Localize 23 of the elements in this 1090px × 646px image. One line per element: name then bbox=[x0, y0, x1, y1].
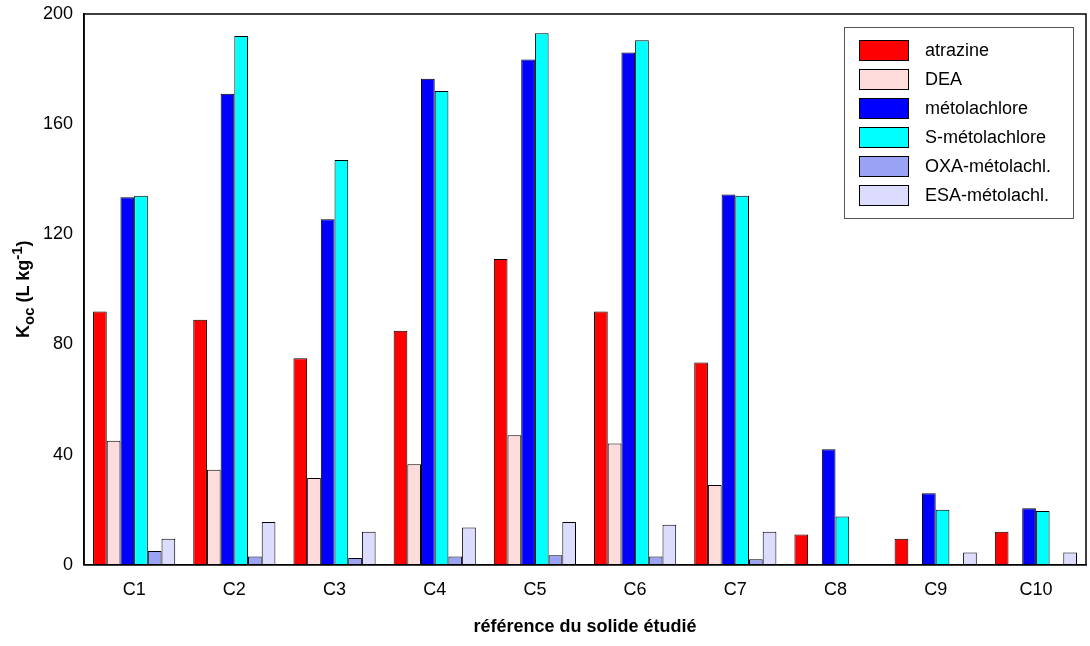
x-tick-label: C7 bbox=[723, 578, 747, 599]
legend-label: S-métolachlore bbox=[925, 127, 1047, 148]
legend-label: DEA bbox=[925, 69, 963, 90]
x-tick-label: C5 bbox=[523, 578, 547, 599]
legend-label: ESA-métolachl. bbox=[925, 185, 1050, 206]
legend-label: atrazine bbox=[925, 40, 990, 61]
x-tick-label: C10 bbox=[1019, 578, 1053, 599]
x-tick-label: C8 bbox=[824, 578, 848, 599]
x-tick-label: C9 bbox=[924, 578, 948, 599]
y-tick-label: 200 bbox=[42, 2, 74, 23]
legend-label: métolachlore bbox=[925, 98, 1029, 119]
x-tick-label: C6 bbox=[623, 578, 647, 599]
y-tick-label: 80 bbox=[53, 333, 74, 354]
y-tick-label: 120 bbox=[42, 223, 74, 244]
y-tick-label: 40 bbox=[53, 443, 74, 464]
y-tick-label: 160 bbox=[42, 113, 74, 134]
legend-label: OXA-métolachl. bbox=[925, 156, 1052, 177]
y-tick-label: 0 bbox=[63, 553, 74, 574]
x-axis-title: référence du solide étudié bbox=[473, 616, 697, 637]
x-tick-label: C1 bbox=[122, 578, 146, 599]
x-tick-label: C3 bbox=[323, 578, 347, 599]
x-tick-label: C4 bbox=[423, 578, 447, 599]
x-tick-label: C2 bbox=[222, 578, 246, 599]
